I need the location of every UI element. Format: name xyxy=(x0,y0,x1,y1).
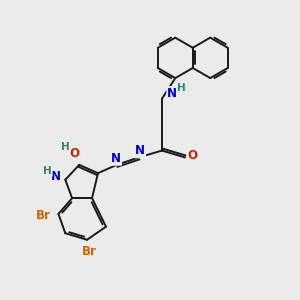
Text: H: H xyxy=(61,142,69,152)
Text: N: N xyxy=(135,144,145,158)
Text: Br: Br xyxy=(82,244,97,258)
Text: O: O xyxy=(188,149,197,162)
Text: N: N xyxy=(111,152,121,165)
Text: N: N xyxy=(51,170,61,183)
Text: Br: Br xyxy=(36,209,50,222)
Text: H: H xyxy=(177,83,186,94)
Text: O: O xyxy=(69,147,79,160)
Text: H: H xyxy=(43,166,52,176)
Text: N: N xyxy=(167,87,177,100)
